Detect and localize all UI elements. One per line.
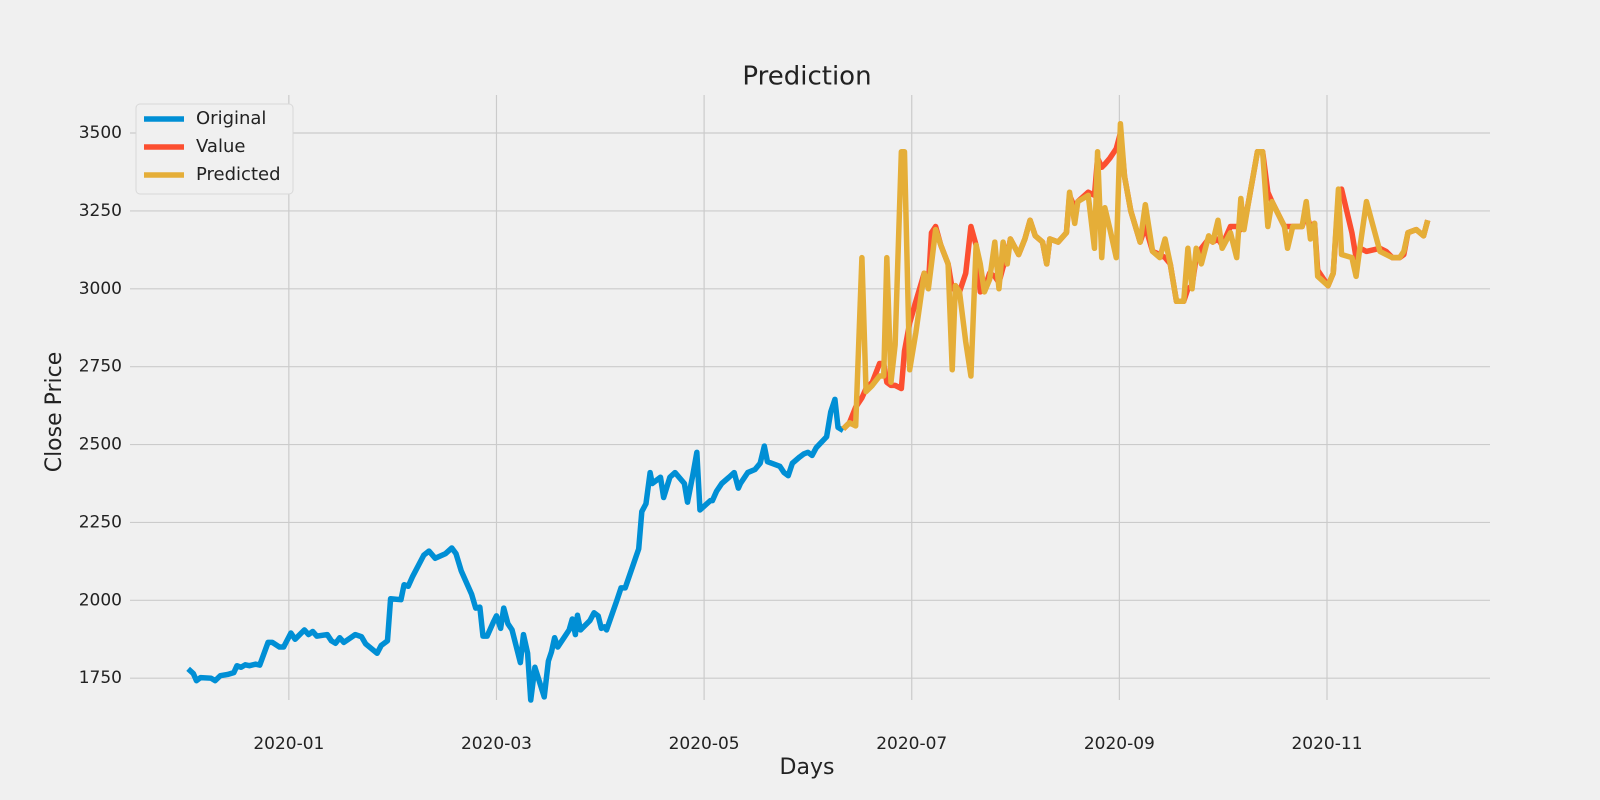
x-tick-label: 2020-11 — [1291, 734, 1362, 754]
y-tick-label: 3500 — [79, 123, 122, 143]
legend-box — [135, 103, 294, 195]
x-tick-label: 2020-09 — [1084, 734, 1155, 754]
y-tick-label: 2750 — [79, 357, 122, 377]
grid: 1750 2000 2250 2500 2750 3000 3250 3500 2020-01 2… — [79, 95, 1490, 754]
y-axis-label: Close Price — [42, 352, 67, 473]
y-tick-label: 2500 — [79, 435, 122, 455]
series-line — [186, 396, 845, 703]
y-tick-label: 2000 — [79, 590, 122, 610]
x-tick-label: 2020-03 — [461, 734, 532, 754]
legend-label: Predicted — [196, 164, 281, 185]
legend: Original Value Predicted — [135, 103, 294, 195]
y-tick-label: 3000 — [79, 279, 122, 299]
y-tick-label: 1750 — [79, 668, 122, 688]
series-line — [841, 120, 1431, 431]
chart-title: Prediction — [742, 62, 871, 92]
y-tick-label: 2250 — [79, 512, 122, 532]
plot-lines — [186, 120, 1431, 703]
legend-label: Value — [196, 136, 245, 157]
x-axis-label: Days — [780, 755, 835, 780]
y-tick-label: 3250 — [79, 201, 122, 221]
legend-label: Original — [196, 108, 266, 129]
x-tick-label: 2020-01 — [253, 734, 324, 754]
x-tick-label: 2020-05 — [669, 734, 740, 754]
x-tick-label: 2020-07 — [876, 734, 947, 754]
